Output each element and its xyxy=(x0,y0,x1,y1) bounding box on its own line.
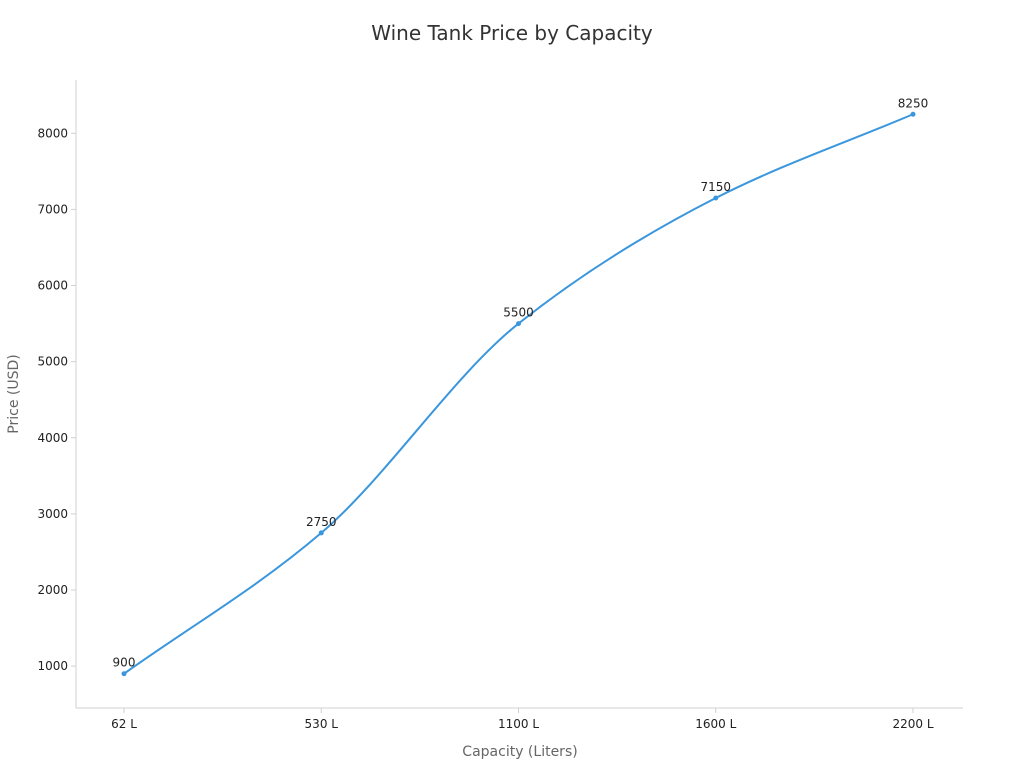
data-label: 5500 xyxy=(503,306,534,320)
chart-title: Wine Tank Price by Capacity xyxy=(371,21,653,45)
y-axis-ticks: 1000 2000 3000 4000 5000 6000 7000 8000 xyxy=(37,126,76,673)
y-tick-label: 7000 xyxy=(37,202,68,216)
y-tick-label: 1000 xyxy=(37,659,68,673)
y-tick-label: 5000 xyxy=(37,355,68,369)
data-label: 7150 xyxy=(700,180,731,194)
x-axis-ticks: 62 L 530 L 1100 L 1600 L 2200 L xyxy=(111,708,934,731)
y-tick-label: 4000 xyxy=(37,431,68,445)
data-point xyxy=(516,321,521,327)
x-tick-label: 1600 L xyxy=(695,717,736,731)
data-point xyxy=(318,530,324,536)
data-label: 8250 xyxy=(898,96,929,110)
x-axis-title: Capacity (Liters) xyxy=(462,744,577,760)
series-line xyxy=(123,113,914,675)
data-points xyxy=(121,111,916,677)
y-tick-label: 8000 xyxy=(37,126,68,140)
x-tick-label: 530 L xyxy=(305,717,339,731)
x-tick-label: 1100 L xyxy=(498,717,539,731)
x-tick-label: 62 L xyxy=(111,717,137,731)
data-point xyxy=(910,111,916,117)
data-label: 2750 xyxy=(306,515,337,529)
axes xyxy=(75,80,963,709)
y-tick-label: 3000 xyxy=(37,507,68,521)
y-tick-label: 2000 xyxy=(37,583,68,597)
data-point xyxy=(121,671,127,677)
y-tick-label: 6000 xyxy=(37,279,68,293)
data-point xyxy=(713,195,719,201)
data-label: 900 xyxy=(113,656,136,670)
y-axis-title: Price (USD) xyxy=(6,354,22,433)
data-labels: 900 2750 5500 7150 8250 xyxy=(113,96,929,669)
x-tick-label: 2200 L xyxy=(892,717,933,731)
